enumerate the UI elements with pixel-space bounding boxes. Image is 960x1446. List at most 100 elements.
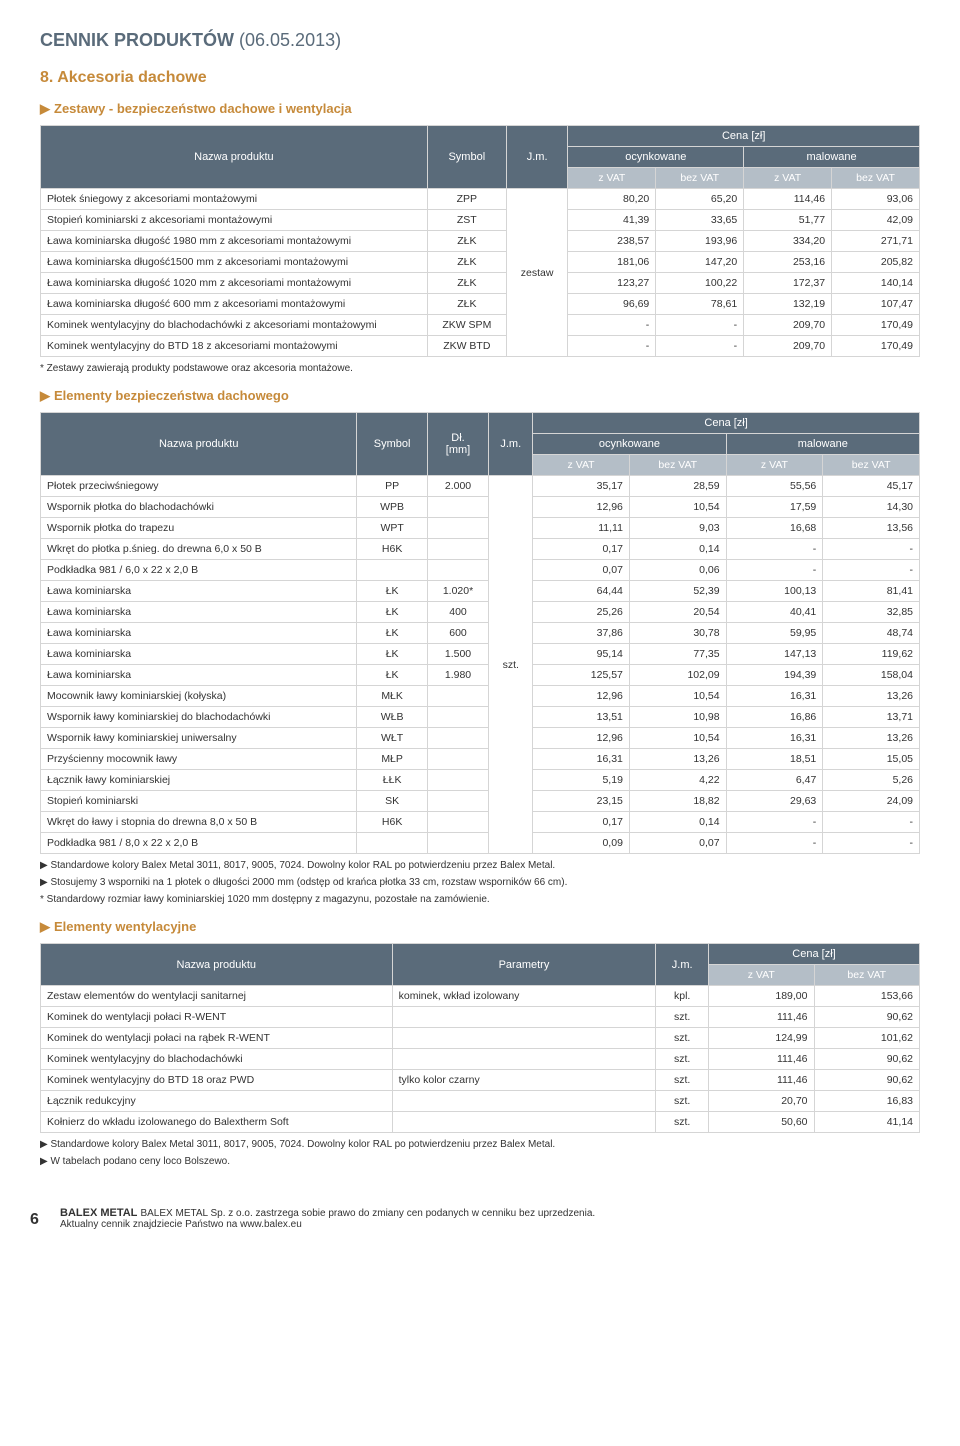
note: ▶ Stosujemy 3 wsporniki na 1 płotek o dł… [40, 877, 920, 888]
t1-heading: ▶Zestawy - bezpieczeństwo dachowe i went… [40, 101, 920, 117]
cell-val: 42,09 [832, 210, 920, 231]
cell-val: 35,17 [533, 476, 630, 497]
th-name: Nazwa produktu [41, 944, 393, 986]
cell-val: 13,56 [823, 518, 920, 539]
cell-val: 0,17 [533, 539, 630, 560]
table-row: Kominek do wentylacji połaci R-WENT szt.… [41, 1007, 920, 1028]
table-zestawy: Nazwa produktu Symbol J.m. Cena [zł] ocy… [40, 125, 920, 357]
cell-param [392, 1007, 656, 1028]
table-row: Kominek wentylacyjny do BTD 18 oraz PWD … [41, 1070, 920, 1091]
title-date: (06.05.2013) [239, 30, 341, 50]
cell-val: 6,47 [726, 770, 823, 791]
th-ocynk: ocynkowane [568, 147, 744, 168]
th-dl: Dł.[mm] [427, 413, 489, 476]
table-row: Ława kominiarska ŁK 1.980 125,57 102,09 … [41, 665, 920, 686]
cell-val: 24,09 [823, 791, 920, 812]
cell-dl [427, 686, 489, 707]
cell-dl [427, 791, 489, 812]
cell-name: Ława kominiarska [41, 623, 357, 644]
cell-name: Stopień kominiarski [41, 791, 357, 812]
table-row: Kołnierz do wkładu izolowanego do Balext… [41, 1112, 920, 1133]
cell-name: Podkładka 981 / 8,0 x 22 x 2,0 B [41, 833, 357, 854]
jm-cell: zestaw [506, 189, 568, 357]
th-jm: J.m. [489, 413, 533, 476]
th-zvat: z VAT [726, 455, 823, 476]
table-row: Ława kominiarska ŁK 400 25,26 20,54 40,4… [41, 602, 920, 623]
cell-dl [427, 770, 489, 791]
cell-val: 0,07 [533, 560, 630, 581]
cell-val: 209,70 [744, 315, 832, 336]
cell-dl [427, 518, 489, 539]
cell-val: 16,68 [726, 518, 823, 539]
th-malo: malowane [726, 434, 919, 455]
table-row: Wkręt do ławy i stopnia do drewna 8,0 x … [41, 812, 920, 833]
cell-symbol: SK [357, 791, 427, 812]
cell-name: Ława kominiarska długość 1020 mm z akces… [41, 273, 428, 294]
cell-symbol: ZKW BTD [427, 336, 506, 357]
cell-val: 123,27 [568, 273, 656, 294]
cell-name: Przyścienny mocownik ławy [41, 749, 357, 770]
cell-name: Wspornik ławy kominiarskiej do blachodac… [41, 707, 357, 728]
doc-title: CENNIK PRODUKTÓW (06.05.2013) [40, 30, 920, 51]
cell-param: kominek, wkład izolowany [392, 986, 656, 1007]
cell-val: 96,69 [568, 294, 656, 315]
table-row: Ława kominiarska długość 1980 mm z akces… [41, 231, 920, 252]
table-row: Wkręt do płotka p.śnieg. do drewna 6,0 x… [41, 539, 920, 560]
cell-val: 30,78 [629, 623, 726, 644]
cell-symbol: ŁŁK [357, 770, 427, 791]
cell-val: 28,59 [629, 476, 726, 497]
cell-val: 209,70 [744, 336, 832, 357]
cell-name: Wspornik płotka do blachodachówki [41, 497, 357, 518]
cell-val: 14,30 [823, 497, 920, 518]
cell-dl [427, 497, 489, 518]
cell-val: 11,11 [533, 518, 630, 539]
cell-symbol: ZKW SPM [427, 315, 506, 336]
cell-name: Stopień kominiarski z akcesoriami montaż… [41, 210, 428, 231]
cell-symbol: WPT [357, 518, 427, 539]
th-zvat: z VAT [744, 168, 832, 189]
cell-val: 205,82 [832, 252, 920, 273]
table-row: Przyścienny mocownik ławy MŁP 16,31 13,2… [41, 749, 920, 770]
cell-val: 29,63 [726, 791, 823, 812]
cell-jm: szt. [656, 1049, 709, 1070]
cell-symbol: ŁK [357, 581, 427, 602]
cell-val: 65,20 [656, 189, 744, 210]
cell-val: 18,51 [726, 749, 823, 770]
cell-val: 194,39 [726, 665, 823, 686]
cell-val: 90,62 [814, 1007, 920, 1028]
cell-val: 13,51 [533, 707, 630, 728]
title-bold: CENNIK PRODUKTÓW [40, 30, 234, 50]
cell-val: 16,31 [533, 749, 630, 770]
cell-jm: szt. [656, 1070, 709, 1091]
cell-val: 13,71 [823, 707, 920, 728]
cell-val: - [726, 812, 823, 833]
cell-val: 153,66 [814, 986, 920, 1007]
table-row: Kominek wentylacyjny do blachodachówki s… [41, 1049, 920, 1070]
cell-symbol: MŁP [357, 749, 427, 770]
jm-cell: szt. [489, 476, 533, 854]
footer-line1: BALEX METAL [60, 1207, 137, 1219]
cell-val: - [568, 336, 656, 357]
cell-dl [427, 539, 489, 560]
cell-dl: 1.020* [427, 581, 489, 602]
cell-val: 107,47 [832, 294, 920, 315]
cell-val: 102,09 [629, 665, 726, 686]
cell-symbol: ŁK [357, 602, 427, 623]
cell-param: tylko kolor czarny [392, 1070, 656, 1091]
table-row: Ława kominiarska ŁK 1.500 95,14 77,35 14… [41, 644, 920, 665]
cell-jm: szt. [656, 1112, 709, 1133]
cell-dl: 1.980 [427, 665, 489, 686]
cell-val: 119,62 [823, 644, 920, 665]
table-row: Płotek śniegowy z akcesoriami montażowym… [41, 189, 920, 210]
table-row: Ława kominiarska długość 1020 mm z akces… [41, 273, 920, 294]
cell-dl: 400 [427, 602, 489, 623]
cell-val: 111,46 [709, 1070, 814, 1091]
cell-val: - [726, 560, 823, 581]
cell-symbol: WPB [357, 497, 427, 518]
cell-name: Wkręt do ławy i stopnia do drewna 8,0 x … [41, 812, 357, 833]
cell-val: 13,26 [629, 749, 726, 770]
cell-name: Ława kominiarska [41, 644, 357, 665]
cell-dl: 600 [427, 623, 489, 644]
cell-val: 64,44 [533, 581, 630, 602]
cell-val: - [656, 336, 744, 357]
